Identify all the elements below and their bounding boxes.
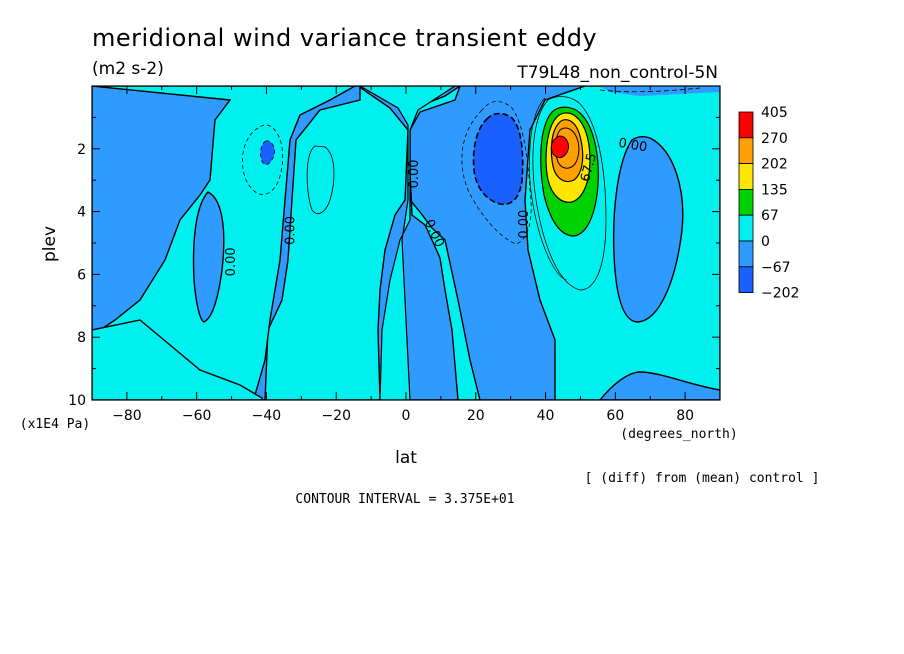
x-axis-units: (degrees_north) bbox=[620, 427, 737, 442]
y-tick-label: 4 bbox=[77, 205, 86, 221]
x-tick-label: 40 bbox=[537, 408, 555, 424]
fill-neg-lower-right bbox=[599, 371, 720, 400]
fill-min-center bbox=[472, 112, 524, 206]
x-tick-label: −60 bbox=[182, 408, 212, 424]
contour-label: 0.00 bbox=[224, 247, 239, 276]
fill-cyan-island bbox=[306, 145, 335, 214]
colorbar-swatch bbox=[738, 188, 754, 216]
contour-interval-label: CONTOUR INTERVAL = 3.375E+01 bbox=[295, 492, 514, 507]
x-tick-label: −40 bbox=[252, 408, 282, 424]
contour-thin-outer-2 bbox=[529, 97, 567, 281]
contour-thin-outer bbox=[532, 96, 607, 291]
fill-max-core bbox=[550, 135, 569, 159]
chart-units: (m2 s-2) bbox=[92, 59, 164, 79]
x-tick-label: 80 bbox=[676, 408, 694, 424]
x-axis-title: lat bbox=[395, 448, 417, 468]
chart-title: meridional wind variance transient eddy bbox=[92, 24, 597, 52]
colorbar-swatch bbox=[738, 111, 754, 139]
contour-label: 0.00 bbox=[517, 210, 532, 239]
colorbar-label: 405 bbox=[761, 105, 788, 121]
y-axis: 2 4 6 8 10 bbox=[68, 116, 720, 409]
y-tick-label: 10 bbox=[68, 393, 86, 409]
fill-zero-lower-left bbox=[92, 319, 263, 400]
fill-neg-oval-right bbox=[612, 135, 684, 323]
contour-label: 0.00 bbox=[617, 136, 648, 156]
contour-dashed-top bbox=[599, 87, 701, 93]
x-axis: −80 −60 −40 −20 0 20 40 60 80 bbox=[91, 86, 721, 424]
colorbar-label: 67 bbox=[761, 208, 779, 224]
dataset-label: T79L48_non_control-5N bbox=[516, 63, 718, 83]
colorbar: 405 270 202 135 67 0 −67 −202 bbox=[738, 105, 799, 302]
diff-note: [ (diff) from (mean) control ] bbox=[585, 471, 820, 486]
colorbar-swatch bbox=[738, 240, 754, 268]
contour-label: 67.5 bbox=[578, 152, 600, 184]
x-tick-label: −20 bbox=[321, 408, 351, 424]
colorbar-label: 202 bbox=[761, 157, 788, 173]
contour-dashed-center bbox=[461, 101, 532, 245]
fill-neg-oval-left bbox=[192, 191, 225, 323]
fill-min-left bbox=[260, 140, 275, 165]
contour-fills bbox=[92, 86, 720, 400]
colorbar-label: −202 bbox=[761, 286, 799, 302]
y-tick-label: 6 bbox=[77, 267, 86, 283]
y-axis-units: (x1E4 Pa) bbox=[20, 417, 90, 432]
y-tick-label: 8 bbox=[77, 330, 86, 346]
x-tick-label: −80 bbox=[112, 408, 142, 424]
y-axis-title: plev bbox=[40, 226, 60, 262]
colorbar-label: 270 bbox=[761, 131, 788, 147]
colorbar-swatch bbox=[738, 137, 754, 165]
x-tick-label: 60 bbox=[606, 408, 624, 424]
colorbar-swatch bbox=[738, 163, 754, 190]
colorbar-label: 135 bbox=[761, 182, 788, 198]
colorbar-swatch bbox=[738, 266, 754, 293]
contour-label: 0.00 bbox=[407, 159, 422, 188]
contour-dashed-left bbox=[242, 124, 283, 195]
fill-zero-strip bbox=[358, 86, 457, 400]
y-tick-label: 2 bbox=[77, 142, 86, 158]
x-tick-label: 20 bbox=[467, 408, 485, 424]
colorbar-swatch bbox=[738, 214, 754, 242]
x-tick-label: 0 bbox=[402, 408, 411, 424]
colorbar-label: 0 bbox=[761, 234, 770, 250]
colorbar-label: −67 bbox=[761, 260, 791, 276]
contour-label: 0.00 bbox=[283, 216, 298, 245]
